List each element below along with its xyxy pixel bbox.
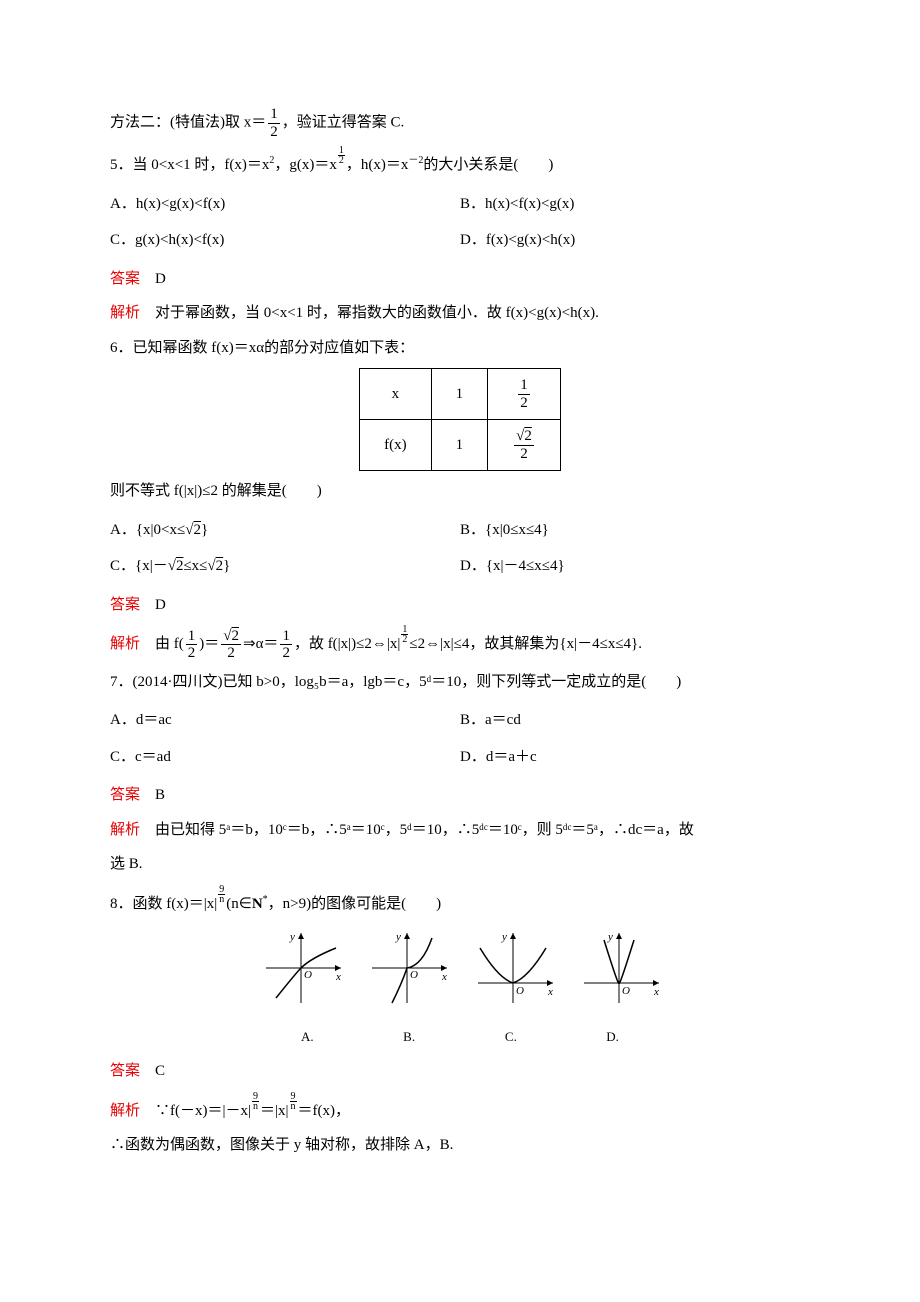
- q7-explain2: 选 B.: [110, 850, 810, 879]
- q8-label-d: D.: [564, 1025, 662, 1050]
- q8-graph-labels: A. B. C. D.: [110, 1023, 810, 1052]
- q5-stem-a: 5．当 0<x<1 时，f(x)＝x: [110, 157, 269, 173]
- q7-exp-text: 由已知得 5ᵃ＝b，10ᶜ＝b，∴5ᵃ＝10ᶜ，5ᵈ＝10，∴5ᵈᶜ＝10ᶜ，则…: [140, 822, 694, 838]
- q6-explain: 解析 由 f(12)＝√22⇒α＝12，故 f(|x|)≤2⇔|x|12≤2⇔|…: [110, 625, 810, 662]
- svg-text:O: O: [410, 969, 418, 981]
- q5-stem-b: ，g(x)＝x: [274, 157, 337, 173]
- svg-text:y: y: [501, 931, 507, 943]
- q6-optA: A．{x|0<x≤√2}: [110, 516, 460, 545]
- graph-d: O x y: [574, 928, 664, 1008]
- q8-exp: 9n: [218, 885, 225, 904]
- q5-options: A．h(x)<g(x)<f(x) B．h(x)<f(x)<g(x) C．g(x)…: [110, 186, 810, 259]
- q6-options: A．{x|0<x≤√2} B．{x|0≤x≤4} C．{x|－√2≤x≤√2} …: [110, 512, 810, 585]
- q8-stem: 8．函数 f(x)＝|x|9n(n∈N*，n>9)的图像可能是( ): [110, 885, 810, 919]
- q6-optB: B．{x|0≤x≤4}: [460, 516, 810, 545]
- svg-text:O: O: [622, 985, 630, 997]
- q5-stem-d: 的大小关系是( ): [423, 157, 553, 173]
- q5-exp-label: 解析: [110, 305, 140, 321]
- q6-table: x 1 12 f(x) 1 √22: [359, 368, 561, 471]
- q6-r1c2: 1: [431, 369, 488, 420]
- q5-stem-c: ，h(x)＝x: [346, 157, 409, 173]
- svg-text:x: x: [335, 971, 341, 983]
- intro-b: ，验证立得答案 C.: [282, 114, 405, 130]
- q6-r1c3: 12: [488, 369, 561, 420]
- graph-c: O x y: [468, 928, 558, 1008]
- q8-label-c: C.: [462, 1025, 560, 1050]
- q5-answer: 答案 D: [110, 265, 810, 294]
- q5-exp-h: －2: [408, 155, 423, 166]
- q7-ans: B: [140, 787, 165, 803]
- q7-options: A．d＝ac B．a＝cd C．c＝ad D．d＝a＋c: [110, 702, 810, 775]
- graph-a: O x y: [256, 928, 346, 1008]
- q7-answer: 答案 B: [110, 781, 810, 810]
- q6-ans-label: 答案: [110, 597, 140, 613]
- q7-explain: 解析 由已知得 5ᵃ＝b，10ᶜ＝b，∴5ᵃ＝10ᶜ，5ᵈ＝10，∴5ᵈᶜ＝10…: [110, 816, 810, 845]
- q6-r2c3: √22: [488, 420, 561, 471]
- q5-ans: D: [140, 271, 166, 287]
- q8-answer: 答案 C: [110, 1057, 810, 1086]
- q8-exp-label: 解析: [110, 1103, 140, 1119]
- q7-exp-label: 解析: [110, 822, 140, 838]
- q6-stem2: 则不等式 f(|x|)≤2 的解集是( ): [110, 477, 810, 506]
- q6-r2c2: 1: [431, 420, 488, 471]
- q5-stem: 5．当 0<x<1 时，f(x)＝x2，g(x)＝x12，h(x)＝x－2的大小…: [110, 146, 810, 180]
- q7-optA: A．d＝ac: [110, 706, 460, 735]
- q5-explain: 解析 对于幂函数，当 0<x<1 时，幂指数大的函数值小．故 f(x)<g(x)…: [110, 299, 810, 328]
- q7-ans-label: 答案: [110, 787, 140, 803]
- q5-optC: C．g(x)<h(x)<f(x): [110, 226, 460, 255]
- q8-ans-label: 答案: [110, 1063, 140, 1079]
- q5-ans-label: 答案: [110, 271, 140, 287]
- svg-text:x: x: [547, 986, 553, 998]
- svg-text:y: y: [395, 931, 401, 943]
- intro-frac: 12: [268, 106, 280, 140]
- q6-r2c1: f(x): [360, 420, 432, 471]
- q6-r1c1: x: [360, 369, 432, 420]
- q6-stem: 6．已知幂函数 f(x)＝xα的部分对应值如下表：: [110, 334, 810, 363]
- q8-graphs: O x y O x y O x y O x y: [110, 928, 810, 1019]
- intro-line: 方法二：(特值法)取 x＝12，验证立得答案 C.: [110, 106, 810, 140]
- intro-a: 方法二：(特值法)取 x＝: [110, 114, 266, 130]
- svg-text:y: y: [289, 931, 295, 943]
- q6-ans: D: [140, 597, 166, 613]
- q6-answer: 答案 D: [110, 591, 810, 620]
- q8-explain: 解析 ∵f(－x)＝|－x|9n＝|x|9n＝f(x)，: [110, 1092, 810, 1126]
- q5-optA: A．h(x)<g(x)<f(x): [110, 190, 460, 219]
- q5-exp-g: 12: [338, 146, 345, 165]
- q5-exp-text: 对于幂函数，当 0<x<1 时，幂指数大的函数值小．故 f(x)<g(x)<h(…: [140, 305, 599, 321]
- q6-optC: C．{x|－√2≤x≤√2}: [110, 552, 460, 581]
- q8-explain2: ∴函数为偶函数，图像关于 y 轴对称，故排除 A，B.: [110, 1131, 810, 1160]
- q6-optD: D．{x|－4≤x≤4}: [460, 552, 810, 581]
- svg-text:O: O: [304, 969, 312, 981]
- q8-label-b: B.: [360, 1025, 458, 1050]
- q7-optB: B．a＝cd: [460, 706, 810, 735]
- q6-exp-label: 解析: [110, 636, 140, 652]
- q5-optD: D．f(x)<g(x)<h(x): [460, 226, 810, 255]
- svg-text:O: O: [516, 985, 524, 997]
- q8-label-a: A.: [258, 1025, 356, 1050]
- svg-text:x: x: [441, 971, 447, 983]
- graph-b: O x y: [362, 928, 452, 1008]
- svg-text:x: x: [653, 986, 659, 998]
- q8-ans: C: [140, 1063, 165, 1079]
- q5-optB: B．h(x)<f(x)<g(x): [460, 190, 810, 219]
- q7-optD: D．d＝a＋c: [460, 743, 810, 772]
- q7-stem: 7．(2014·四川文)已知 b>0，log₅b＝a，lgb＝c，5ᵈ＝10，则…: [110, 668, 810, 697]
- svg-text:y: y: [607, 931, 613, 943]
- q7-optC: C．c＝ad: [110, 743, 460, 772]
